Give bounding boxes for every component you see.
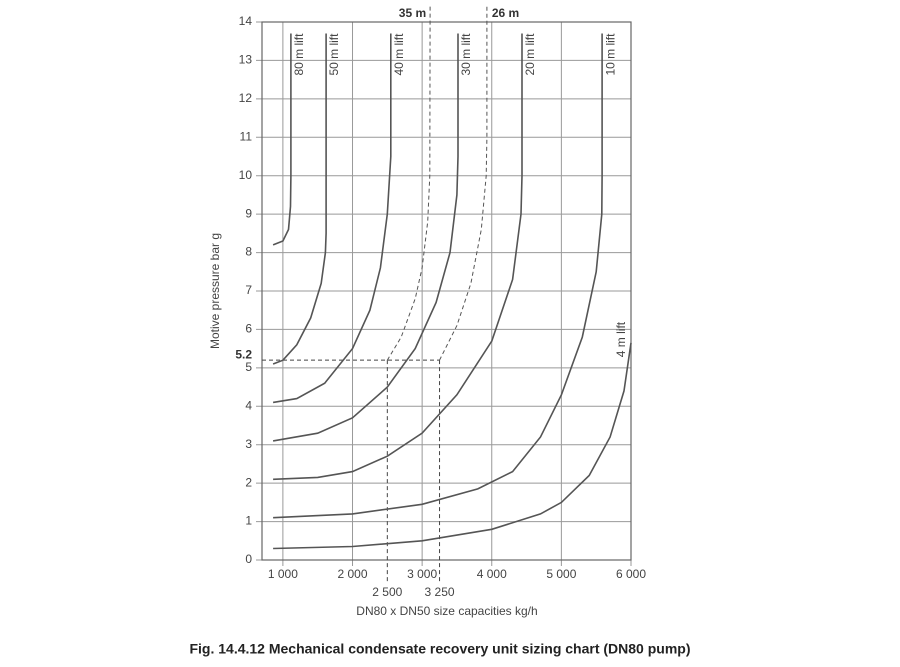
x-tick-label: 2 000 xyxy=(337,567,367,581)
guide-label: 5.2 xyxy=(235,347,252,361)
y-tick-label: 6 xyxy=(245,322,252,336)
y-tick-label: 12 xyxy=(239,91,253,105)
y-tick-label: 14 xyxy=(239,14,253,28)
series-label: 26 m xyxy=(492,6,519,20)
y-tick-label: 4 xyxy=(245,398,252,412)
series-line xyxy=(272,33,392,404)
y-tick-label: 13 xyxy=(239,53,253,67)
series-line xyxy=(386,6,431,361)
series-label: 50 m lift xyxy=(327,33,341,76)
y-tick-label: 11 xyxy=(240,129,253,143)
series-line xyxy=(272,33,327,365)
x-tick-label: 6 000 xyxy=(616,567,646,581)
x-tick-label: 3 000 xyxy=(407,567,437,581)
series-label: 40 m lift xyxy=(392,33,406,76)
guide-label: 2 500 xyxy=(372,585,402,599)
series-line xyxy=(273,33,523,481)
y-tick-label: 9 xyxy=(245,206,252,220)
y-tick-label: 0 xyxy=(245,552,252,566)
series-label: 35 m xyxy=(399,6,426,20)
y-tick-label: 10 xyxy=(239,168,253,182)
x-tick-label: 1 000 xyxy=(268,567,298,581)
series-label: 20 m lift xyxy=(523,33,537,76)
series-line xyxy=(272,33,292,246)
series-line xyxy=(272,33,459,442)
y-tick-label: 7 xyxy=(245,283,252,297)
y-tick-label: 2 xyxy=(245,475,252,489)
series-label: 10 m lift xyxy=(603,33,617,76)
series-line xyxy=(273,342,632,550)
series-line xyxy=(273,33,603,519)
x-tick-label: 5 000 xyxy=(546,567,576,581)
y-axis-label: Motive pressure bar g xyxy=(208,233,222,349)
x-axis-label: DN80 x DN50 size capacities kg/h xyxy=(356,604,537,618)
series-label: 4 m lift xyxy=(614,321,628,357)
series-label: 80 m lift xyxy=(292,33,306,76)
y-tick-label: 5 xyxy=(245,360,252,374)
y-tick-label: 1 xyxy=(245,514,252,528)
plot-frame xyxy=(261,21,632,561)
series-label: 30 m lift xyxy=(459,33,473,76)
guide-label: 3 250 xyxy=(425,585,455,599)
chart-title: Fig. 14.4.12 Mechanical condensate recov… xyxy=(189,641,690,657)
x-tick-label: 4 000 xyxy=(477,567,507,581)
series-line xyxy=(439,6,488,361)
y-tick-label: 8 xyxy=(245,245,252,259)
y-tick-label: 3 xyxy=(245,437,252,451)
